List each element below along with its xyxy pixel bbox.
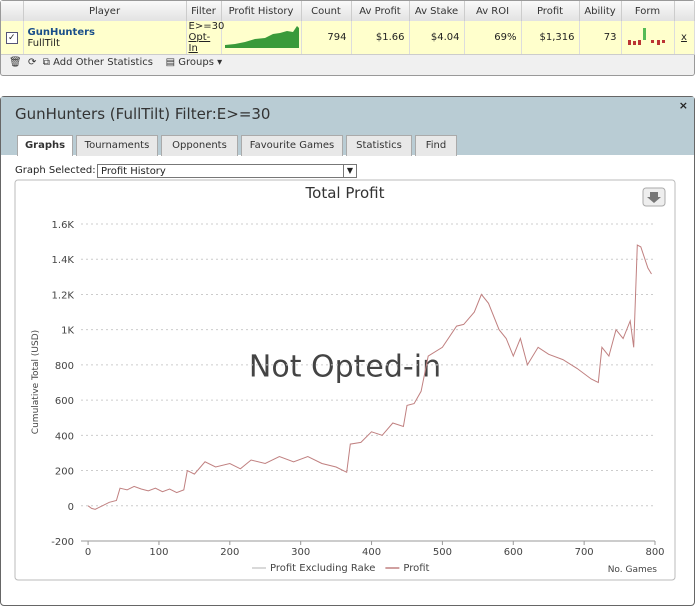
tab[interactable]: Graphs — [17, 135, 73, 156]
form-bars — [627, 28, 665, 45]
y-tick-label: 1.6K — [52, 220, 75, 231]
x-tick-label: 200 — [220, 547, 239, 558]
x-axis-label: No. Games — [608, 565, 658, 575]
header-cell[interactable]: Av Stake — [409, 1, 465, 21]
x-tick-label: 800 — [645, 547, 664, 558]
x-tick-label: 300 — [291, 547, 310, 558]
graph-select[interactable]: Profit History ▼ — [97, 164, 357, 178]
watermark: Not Opted-in — [249, 350, 441, 385]
profit: $1,316 — [521, 21, 580, 55]
legend-label: Profit — [403, 563, 429, 574]
y-axis-label: Cumulative Total (USD) — [31, 330, 41, 434]
header-cell[interactable]: Player — [23, 1, 187, 21]
filter: E>=30 — [188, 21, 225, 32]
close-button[interactable]: × — [678, 99, 688, 112]
av-stake: $4.04 — [409, 21, 465, 55]
x-tick-label: 400 — [362, 547, 381, 558]
checkbox-cell[interactable]: ✓ — [1, 21, 24, 55]
header-cell[interactable]: Filter — [186, 1, 222, 21]
header-cell[interactable]: Profit — [521, 1, 580, 21]
tab[interactable]: Opponents — [161, 135, 238, 156]
stats-table-box: Player Filter Profit History Count Av Pr… — [0, 0, 695, 76]
chart-frame — [14, 179, 676, 581]
select-arrow[interactable]: ▼ — [343, 165, 356, 177]
header-cell — [1, 1, 24, 21]
tab-bar: Graphs Tournaments Opponents Favourite G… — [1, 133, 694, 156]
remove-button[interactable]: x — [674, 21, 695, 55]
tab[interactable]: Find — [415, 135, 457, 156]
legend-label: Profit Excluding Rake — [270, 563, 375, 574]
tab[interactable]: Favourite Games — [241, 135, 343, 156]
x-tick-label: 700 — [575, 547, 594, 558]
sparkline — [224, 26, 299, 48]
export-icon — [647, 192, 661, 203]
site: FullTilt — [27, 37, 60, 49]
av-profit: $1.66 — [351, 21, 410, 55]
header-cell — [674, 1, 695, 21]
x-tick-label: 500 — [433, 547, 452, 558]
opt-in-link[interactable]: Opt-In — [188, 32, 211, 54]
groups-button[interactable]: Groups — [178, 57, 214, 68]
tab[interactable]: Statistics — [346, 135, 412, 156]
graph-label: Graph Selected: — [15, 165, 96, 176]
toolbar: 🗑 ⟳ ⧉ Add Other Statistics ▤ Groups ▾ — [9, 57, 223, 68]
y-tick-label: 1K — [61, 326, 74, 337]
y-tick-label: 400 — [55, 431, 74, 442]
graph-select-value: Profit History — [101, 166, 166, 177]
stats-table: Player Filter Profit History Count Av Pr… — [1, 1, 695, 55]
player-name[interactable]: GunHunters — [27, 26, 96, 38]
x-tick-label: 0 — [85, 547, 91, 558]
y-tick-label: -200 — [51, 537, 74, 548]
y-tick-label: 0 — [68, 502, 74, 513]
header-cell[interactable]: Ability — [579, 1, 622, 21]
av-roi: 69% — [464, 21, 522, 55]
y-tick-label: 1.2K — [52, 290, 75, 301]
panel-title: GunHunters (FullTilt) Filter:E>=30 — [1, 97, 694, 133]
y-tick-label: 200 — [55, 467, 74, 478]
header-cell[interactable]: Profit History — [221, 1, 302, 21]
chart-title: Total Profit — [305, 184, 385, 202]
header-cell[interactable]: Count — [301, 1, 352, 21]
header-cell[interactable]: Form — [621, 1, 675, 21]
x-tick-label: 100 — [149, 547, 168, 558]
header-cell[interactable]: Av Profit — [351, 1, 410, 21]
ability: 73 — [579, 21, 622, 55]
x-tick-label: 600 — [504, 547, 523, 558]
y-tick-label: 600 — [55, 396, 74, 407]
checkbox[interactable]: ✓ — [5, 31, 18, 44]
add-stats-button[interactable]: Add Other Statistics — [53, 57, 153, 68]
tab[interactable]: Tournaments — [76, 135, 158, 156]
header-cell[interactable]: Av ROI — [464, 1, 522, 21]
count: 794 — [301, 21, 352, 55]
profit-line — [87, 244, 652, 510]
y-tick-label: 1.4K — [52, 255, 75, 266]
y-tick-label: 800 — [55, 361, 74, 372]
